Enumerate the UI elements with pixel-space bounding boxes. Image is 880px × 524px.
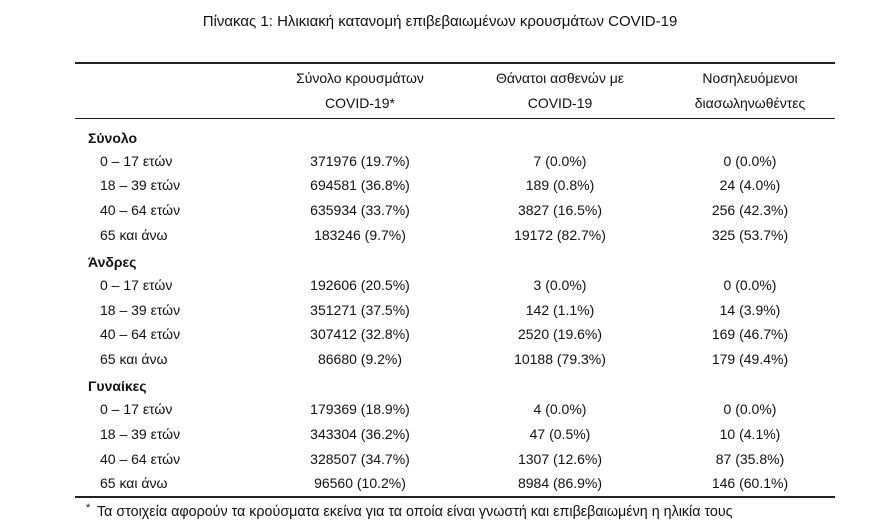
footnote-text: Τα στοιχεία αφορούν τα κρούσματα εκείνα … (97, 504, 733, 520)
cell: 3827 (16.5%) (517, 202, 603, 219)
cell: 7 (0.0%) (533, 152, 587, 169)
cell: 3 (0.0%) (533, 276, 587, 293)
row-label: 65 και άνω (100, 475, 168, 492)
cell: 86680 (9.2%) (317, 351, 403, 368)
column-header: Νοσηλευόμενοι (702, 70, 798, 86)
cell: 0 (0.0%) (723, 400, 777, 417)
group-label: Γυναίκες (88, 378, 147, 395)
cell: 47 (0.5%) (529, 425, 591, 442)
cell: 183246 (9.7%) (314, 226, 406, 243)
cell: 635934 (33.7%) (310, 202, 410, 219)
cell: 142 (1.1%) (525, 301, 595, 318)
column-header: Θάνατοι ασθενών με (495, 70, 625, 86)
cell: 694581 (36.8%) (310, 177, 410, 194)
cell: 8984 (86.9%) (517, 475, 603, 492)
cell: 351271 (37.5%) (310, 301, 410, 318)
cell: 189 (0.8%) (525, 177, 595, 194)
cell: 0 (0.0%) (723, 276, 777, 293)
cell: 96560 (10.2%) (314, 475, 406, 492)
cell: 4 (0.0%) (533, 400, 587, 417)
group-label: Άνδρες (88, 254, 137, 271)
cell: 14 (3.9%) (719, 301, 781, 318)
row-label: 18 – 39 ετών (100, 425, 181, 442)
cell: 371976 (19.7%) (310, 152, 410, 169)
column-header: COVID-19* (324, 95, 396, 111)
cell: 256 (42.3%) (711, 202, 789, 219)
header-rule (75, 118, 835, 119)
cell: 169 (46.7%) (711, 326, 789, 343)
cell: 0 (0.0%) (723, 152, 777, 169)
row-label: 0 – 17 ετών (100, 400, 173, 417)
column-header: COVID-19 (527, 95, 593, 111)
cell: 87 (35.8%) (715, 450, 785, 467)
cell: 328507 (34.7%) (310, 450, 410, 467)
footnote-marker: * (86, 502, 91, 514)
group-label: Σύνολο (88, 130, 138, 146)
row-label: 0 – 17 ετών (100, 276, 173, 293)
row-label: 65 και άνω (100, 351, 168, 368)
cell: 2520 (19.6%) (517, 326, 603, 343)
bottom-rule (75, 496, 835, 498)
row-label: 65 και άνω (100, 226, 168, 243)
cell: 179 (49.4%) (711, 351, 789, 368)
row-label: 0 – 17 ετών (100, 152, 173, 169)
cell: 343304 (36.2%) (310, 425, 410, 442)
row-label: 18 – 39 ετών (100, 177, 181, 194)
cell: 179369 (18.9%) (310, 400, 410, 417)
row-label: 18 – 39 ετών (100, 301, 181, 318)
cell: 1307 (12.6%) (517, 450, 603, 467)
cell: 146 (60.1%) (711, 475, 789, 492)
cell: 19172 (82.7%) (514, 226, 606, 243)
column-header: Σύνολο κρουσμάτων (296, 70, 424, 86)
row-label: 40 – 64 ετών (100, 202, 181, 219)
cell: 307412 (32.8%) (310, 326, 410, 343)
column-header: διασωληνωθέντες (694, 95, 806, 111)
top-rule (75, 62, 835, 64)
cell: 192606 (20.5%) (310, 276, 410, 293)
row-label: 40 – 64 ετών (100, 450, 181, 467)
cell: 10 (4.1%) (719, 425, 781, 442)
table-title: Πίνακας 1: Ηλικιακή κατανομή επιβεβαιωμέ… (202, 13, 678, 30)
cell: 325 (53.7%) (711, 226, 789, 243)
cell: 24 (4.0%) (719, 177, 781, 194)
row-label: 40 – 64 ετών (100, 326, 181, 343)
cell: 10188 (79.3%) (514, 351, 606, 368)
